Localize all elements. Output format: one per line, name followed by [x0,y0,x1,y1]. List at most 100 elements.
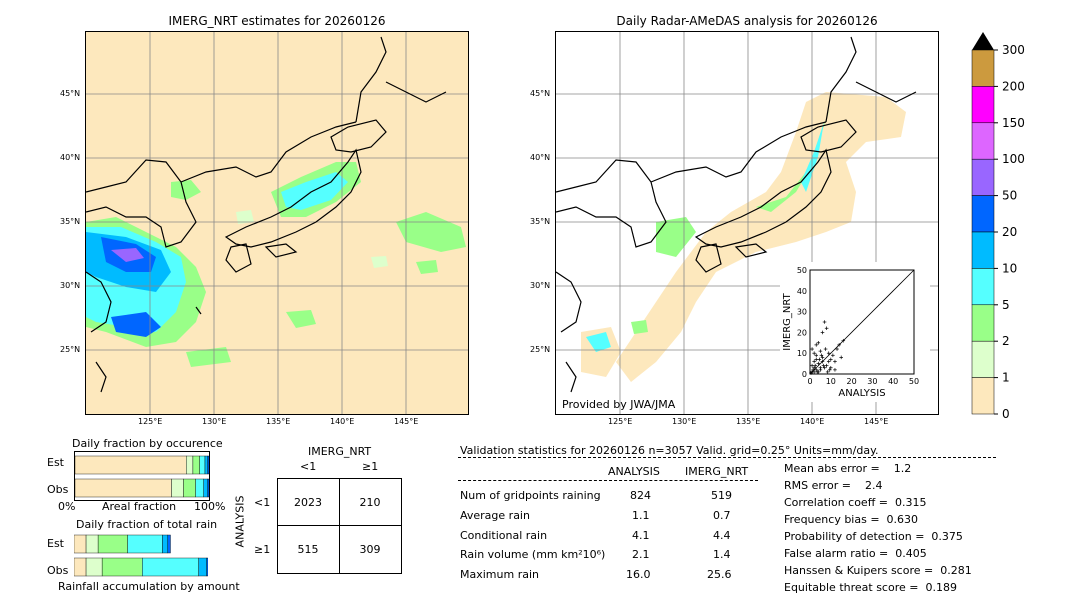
val-row-label: Maximum rain [460,568,539,581]
colorbar-tick-label: 100 [1002,152,1025,166]
colorbar-tick-label: 20 [1002,225,1017,239]
contingency-col-ge1: ≥1 [362,460,379,473]
left-lat-label-35: 35°N [60,217,81,226]
scatter-point [831,353,835,358]
scatter-point [817,357,822,362]
scatter-point [820,359,825,364]
data-credit: Provided by JWA/JMA [562,398,676,411]
scatter-point [812,359,816,364]
colorbar-tick-label: 50 [1002,189,1017,203]
score-line: Hanssen & Kuipers score = 0.281 [784,564,972,577]
right-coastlines [556,36,917,393]
val-row-imerg: 1.4 [713,548,731,561]
score-line: Probability of detection = 0.375 [784,530,963,543]
right-lat-label-40: 40°N [530,153,551,162]
total-rain-segment [142,557,199,577]
total-rain-segment [73,557,87,577]
scatter-y-tick: 10 [797,349,807,358]
scatter-point [829,357,833,362]
total-rain-segment [162,534,169,554]
scatter-point [826,359,831,364]
left-map-title: IMERG_NRT estimates for 20260126 [168,14,386,28]
val-row-label: Conditional rain [460,529,548,542]
scatter-point [813,363,817,368]
total-rain-segment [73,534,87,554]
contingency-title: IMERG_NRT [308,445,372,458]
right-lon-label-130: 130°E [672,417,697,426]
occurrence-obs-label: Obs [47,483,69,496]
colorbar-tick-label: 200 [1002,79,1025,93]
val-row-analysis: 1.1 [632,509,650,522]
right-lat-label-45: 45°N [530,89,551,98]
left-lon-label-125: 125°E [138,417,163,426]
scatter-point [811,368,815,372]
contingency-row-ge1: ≥1 [254,543,271,556]
scatter-x-tick: 0 [807,377,812,386]
total-rain-axis-label: Rainfall accumulation by amount [58,580,240,593]
occurrence-segment [195,478,204,498]
scatter-point [833,368,837,372]
right-map-canvas [556,32,938,414]
colorbar-segment [971,158,995,196]
colorbar: 300 200 150 100 50 20 10 5 2 1 0 [960,30,1040,421]
colorbar-tick-label: 150 [1002,116,1025,130]
scatter-y-tick: 50 [797,266,807,275]
scatter-point [818,365,823,370]
total-rain-segment [85,534,99,554]
scatter-point [816,341,821,345]
scatter-y-tick: 40 [797,287,807,296]
occurrence-segment [186,455,194,475]
occurrence-segment [192,455,200,475]
occurrence-chart [74,451,210,501]
scatter-diagonal [809,269,915,375]
right-lat-label-25: 25°N [530,345,551,354]
contingency-row-lt1: <1 [254,496,271,509]
left-rain-fields [86,162,466,367]
scatter-plot: 0 10 20 30 40 50 0 10 20 30 40 50 ANALYSIS IMERG_NRT [782,266,919,399]
right-map-title: Daily Radar-AMeDAS analysis for 20260126 [616,14,878,28]
contingency-table: 2023 210 515 309 [277,478,402,574]
val-row-label: Average rain [460,509,530,522]
scatter-x-tick: 50 [909,377,919,386]
left-lon-label-135: 135°E [266,417,291,426]
scatter-point [824,326,829,331]
scatter-point [815,370,820,374]
occurrence-title: Daily fraction by occurence [72,437,223,450]
colorbar-segment [971,231,995,269]
scatter-inset: 0 10 20 30 40 50 0 10 20 30 40 50 ANALYSIS IMERG_NRT [780,262,930,402]
total-rain-segment [85,557,103,577]
total-rain-title: Daily fraction of total rain [76,518,218,531]
left-coastlines [86,36,447,393]
score-line: False alarm ratio = 0.405 [784,547,927,560]
scatter-point [810,363,814,368]
validation-col-imerg: IMERG_NRT [685,465,749,478]
occurrence-segment [207,478,210,498]
contingency-cell-tn: 2023 [294,496,322,509]
contingency-cell-fp: 210 [359,496,381,509]
total-rain-est-label: Est [47,537,64,550]
colorbar-tick-label: 2 [1002,334,1010,348]
val-row-analysis: 16.0 [626,568,651,581]
total-rain-segment [97,534,128,554]
scatter-point [822,365,827,370]
total-rain-bars [73,534,209,577]
scatter-point [818,349,823,353]
validation-col-analysis: ANALYSIS [608,465,660,478]
colorbar-segment [971,377,995,415]
occurrence-segment [207,455,210,475]
scatter-x-tick: 30 [867,377,877,386]
val-row-label: Rain volume (mm km²10⁶) [460,548,606,561]
occurrence-segment [74,455,187,475]
val-row-imerg: 519 [711,489,732,502]
colorbar-segment [971,340,995,378]
scatter-point [821,363,826,368]
scatter-point [814,368,819,372]
scatter-point [812,365,816,370]
left-lat-label-25: 25°N [60,345,81,354]
scatter-point [814,353,819,358]
score-line: Correlation coeff = 0.315 [784,496,927,509]
val-row-analysis: 824 [630,489,651,502]
scatter-point [839,355,843,360]
right-lon-label-125: 125°E [608,417,633,426]
